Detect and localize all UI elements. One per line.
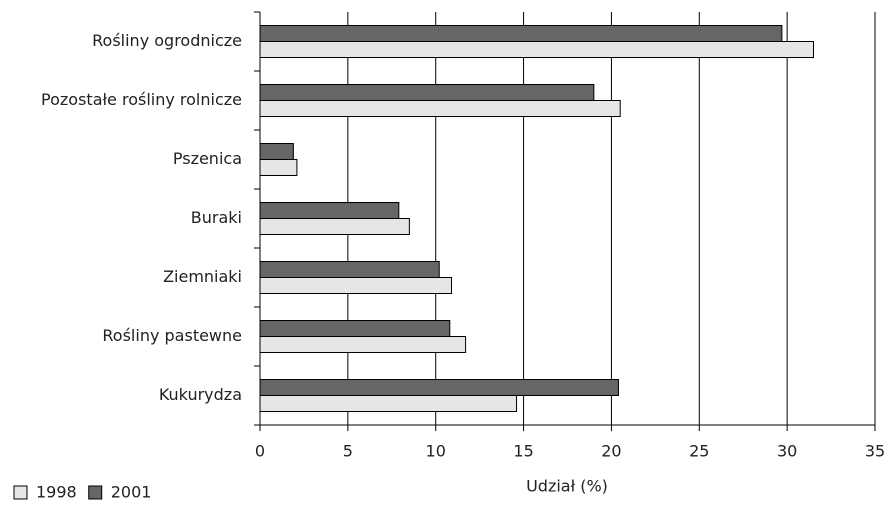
legend-label: 2001 bbox=[111, 483, 152, 502]
bar bbox=[259, 202, 400, 219]
y-tick-label: Rośliny ogrodnicze bbox=[92, 31, 242, 50]
y-tick-label: Pszenica bbox=[173, 149, 242, 168]
y-tick-label: Kukurydza bbox=[159, 385, 242, 404]
bar bbox=[259, 25, 783, 42]
legend-swatch bbox=[88, 485, 103, 500]
bar bbox=[259, 218, 410, 235]
y-tick-label: Ziemniaki bbox=[163, 267, 242, 286]
y-tick-label: Pozostałe rośliny rolnicze bbox=[41, 90, 242, 109]
bar bbox=[259, 84, 595, 101]
x-tick-label: 15 bbox=[513, 442, 533, 461]
bar bbox=[259, 261, 440, 278]
bar bbox=[259, 277, 453, 294]
bar bbox=[259, 41, 814, 58]
x-tick-label: 20 bbox=[601, 442, 621, 461]
bar bbox=[259, 395, 518, 412]
y-tick-label: Rośliny pastewne bbox=[102, 326, 242, 345]
y-tick-label: Buraki bbox=[191, 208, 242, 227]
x-tick-label: 0 bbox=[255, 442, 265, 461]
x-tick-label: 25 bbox=[689, 442, 709, 461]
x-tick-label: 30 bbox=[777, 442, 797, 461]
bar bbox=[259, 320, 451, 337]
bar bbox=[259, 159, 298, 176]
legend-swatch bbox=[13, 485, 28, 500]
bar bbox=[259, 143, 294, 160]
bar bbox=[259, 336, 467, 353]
x-tick-label: 5 bbox=[343, 442, 353, 461]
bar bbox=[259, 379, 619, 396]
legend-label: 1998 bbox=[36, 483, 77, 502]
x-axis-label: Udział (%) bbox=[526, 477, 608, 496]
x-tick-label: 35 bbox=[865, 442, 885, 461]
bar bbox=[259, 100, 621, 117]
x-tick-label: 10 bbox=[426, 442, 446, 461]
